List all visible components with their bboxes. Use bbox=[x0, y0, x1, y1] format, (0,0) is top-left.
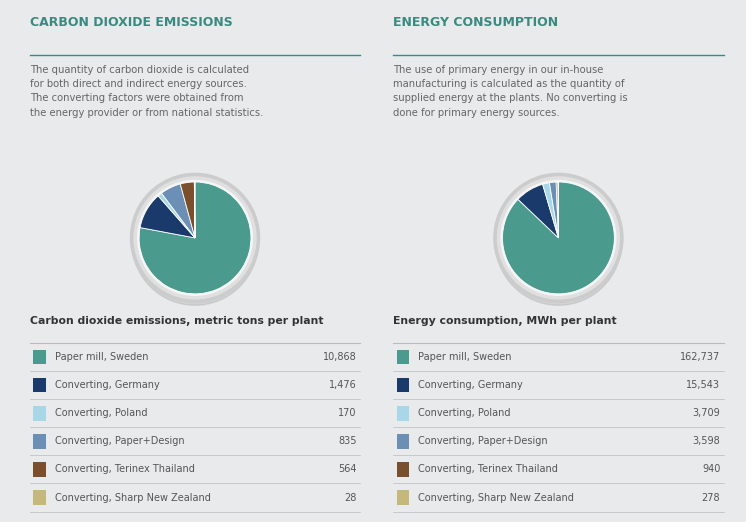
Wedge shape bbox=[140, 196, 195, 238]
Ellipse shape bbox=[134, 177, 256, 299]
FancyBboxPatch shape bbox=[397, 350, 409, 364]
Text: ENERGY CONSUMPTION: ENERGY CONSUMPTION bbox=[393, 16, 558, 29]
FancyBboxPatch shape bbox=[33, 462, 46, 477]
Text: Converting, Poland: Converting, Poland bbox=[418, 408, 510, 418]
Text: 28: 28 bbox=[345, 493, 357, 503]
Wedge shape bbox=[542, 183, 559, 238]
Text: Converting, Paper+Design: Converting, Paper+Design bbox=[54, 436, 184, 446]
FancyBboxPatch shape bbox=[397, 490, 409, 505]
Ellipse shape bbox=[501, 181, 615, 295]
Text: 170: 170 bbox=[339, 408, 357, 418]
Text: Converting, Terinex Thailand: Converting, Terinex Thailand bbox=[418, 465, 558, 474]
Text: 10,868: 10,868 bbox=[323, 352, 357, 362]
Wedge shape bbox=[139, 182, 251, 294]
FancyBboxPatch shape bbox=[397, 378, 409, 393]
Text: 3,598: 3,598 bbox=[692, 436, 721, 446]
Text: 835: 835 bbox=[339, 436, 357, 446]
FancyBboxPatch shape bbox=[33, 378, 46, 393]
Wedge shape bbox=[557, 182, 559, 238]
Ellipse shape bbox=[132, 179, 258, 305]
FancyBboxPatch shape bbox=[33, 350, 46, 364]
Text: Paper mill, Sweden: Paper mill, Sweden bbox=[54, 352, 148, 362]
Text: Converting, Sharp New Zealand: Converting, Sharp New Zealand bbox=[418, 493, 574, 503]
Text: 15,543: 15,543 bbox=[686, 380, 721, 390]
Text: Converting, Poland: Converting, Poland bbox=[54, 408, 147, 418]
Text: Energy consumption, MWh per plant: Energy consumption, MWh per plant bbox=[393, 316, 617, 326]
Text: 162,737: 162,737 bbox=[680, 352, 721, 362]
Ellipse shape bbox=[494, 173, 623, 302]
Ellipse shape bbox=[498, 177, 619, 299]
Wedge shape bbox=[503, 182, 615, 294]
Text: Carbon dioxide emissions, metric tons per plant: Carbon dioxide emissions, metric tons pe… bbox=[30, 316, 323, 326]
Text: The use of primary energy in our in-house
manufacturing is calculated as the qua: The use of primary energy in our in-hous… bbox=[393, 65, 628, 118]
FancyBboxPatch shape bbox=[33, 490, 46, 505]
Text: 1,476: 1,476 bbox=[329, 380, 357, 390]
Ellipse shape bbox=[131, 173, 260, 302]
Text: Converting, Terinex Thailand: Converting, Terinex Thailand bbox=[54, 465, 195, 474]
Ellipse shape bbox=[495, 179, 621, 305]
Text: Converting, Germany: Converting, Germany bbox=[418, 380, 523, 390]
Text: Paper mill, Sweden: Paper mill, Sweden bbox=[418, 352, 512, 362]
Text: The quantity of carbon dioxide is calculated
for both direct and indirect energy: The quantity of carbon dioxide is calcul… bbox=[30, 65, 263, 118]
Text: 940: 940 bbox=[702, 465, 721, 474]
Text: 564: 564 bbox=[339, 465, 357, 474]
Text: Converting, Paper+Design: Converting, Paper+Design bbox=[418, 436, 548, 446]
FancyBboxPatch shape bbox=[33, 406, 46, 421]
Ellipse shape bbox=[138, 181, 252, 295]
Wedge shape bbox=[549, 182, 559, 238]
FancyBboxPatch shape bbox=[33, 434, 46, 448]
Text: Converting, Sharp New Zealand: Converting, Sharp New Zealand bbox=[54, 493, 210, 503]
Wedge shape bbox=[158, 193, 195, 238]
Wedge shape bbox=[518, 184, 559, 238]
Wedge shape bbox=[161, 184, 195, 238]
Text: 278: 278 bbox=[702, 493, 721, 503]
Text: CARBON DIOXIDE EMISSIONS: CARBON DIOXIDE EMISSIONS bbox=[30, 16, 233, 29]
Text: Converting, Germany: Converting, Germany bbox=[54, 380, 160, 390]
FancyBboxPatch shape bbox=[397, 406, 409, 421]
FancyBboxPatch shape bbox=[397, 434, 409, 448]
FancyBboxPatch shape bbox=[397, 462, 409, 477]
Wedge shape bbox=[181, 182, 195, 238]
Text: 3,709: 3,709 bbox=[692, 408, 721, 418]
